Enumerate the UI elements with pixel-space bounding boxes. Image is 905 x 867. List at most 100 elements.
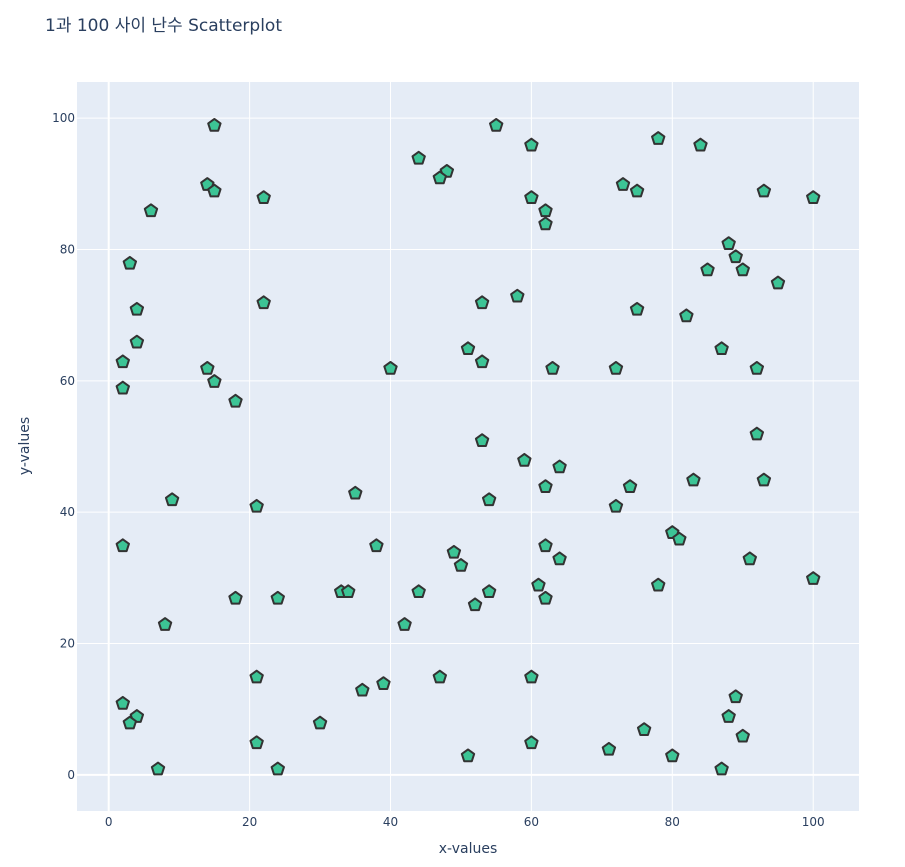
scatter-point [651,577,666,592]
scatter-point [538,479,553,493]
scatter-point [256,295,271,310]
scatter-point [686,472,701,487]
y-gridlines [77,117,859,776]
scatter-point [481,584,497,599]
scatter-point [115,380,130,395]
scatter-point [756,472,772,487]
scatter-point [552,459,567,474]
scatter-point [467,597,483,612]
scatter-point [735,728,750,743]
scatter-point [531,577,546,592]
scatter-point [749,426,765,441]
scatter-point [524,735,539,750]
scatter-point [474,295,490,310]
plot-area [77,82,859,811]
scatter-point [524,669,539,684]
scatter-point [200,360,215,375]
scatter-point [629,183,645,198]
scatter-point [460,748,476,763]
scatter-point [742,551,757,566]
scatter-point [728,249,743,264]
scatter-point [608,498,624,513]
scatter-point [207,374,222,388]
scatter-point [122,255,138,270]
scatter-point [615,177,631,191]
scatter-point [770,275,786,290]
scatter-point [249,735,264,750]
scatter-point [756,183,772,198]
scatter-point [679,308,694,323]
scatter-point [806,190,821,204]
scatter-point [150,761,166,776]
scatter-point [397,617,412,631]
scatter-point [622,479,638,493]
x-tick-label: 60 [524,815,539,829]
x-tick-label: 100 [802,815,825,829]
y-tick-label: 80 [60,242,75,256]
scatter-point [665,748,680,763]
scatter-point [383,360,398,375]
scatter-point [481,492,497,507]
scatter-point [453,558,469,572]
y-tick-label: 20 [60,637,75,651]
scatter-point [693,137,708,152]
scatter-point [608,360,624,375]
scatter-point [369,538,384,553]
scatter-point [474,354,490,369]
y-tick-label: 40 [60,505,75,519]
scatter-point [728,689,743,704]
scatter-point [545,360,560,375]
scatter-point [207,117,222,132]
scatter-point [164,492,180,507]
scatter-point [651,131,666,145]
y-axis-title: y-values [17,417,33,475]
scatter-point [249,498,264,513]
scatter-point [714,761,729,776]
scatter-point [538,203,553,218]
x-tick-label: 40 [383,815,398,829]
scatter-point [341,584,356,599]
scatter-point [411,584,426,599]
scatter-point [312,715,328,730]
y-tick-label: 60 [60,374,75,388]
scatter-point [538,590,553,605]
x-axis-title: x-values [439,841,498,857]
scatter-point [510,288,525,303]
chart-title: 1과 100 사이 난수 Scatterplot [45,16,282,36]
y-tick-labels: 0 20 40 60 80 100 [52,111,75,782]
scatter-point [270,761,285,776]
scatter-point [256,190,271,204]
scatter-point [806,571,821,585]
scatter-point [122,715,138,730]
y-tick-label: 100 [52,111,75,125]
scatter-point [115,538,130,553]
x-tick-labels: 0 20 40 60 80 100 [105,815,825,829]
scatter-point [721,236,736,250]
scatter-point [446,544,462,559]
scatter-point [538,216,553,231]
scatter-point [411,150,426,165]
scatter-point [348,485,363,500]
data-points [115,117,821,776]
scatter-point [228,590,243,605]
scatter-point [432,170,447,185]
scatter-point [270,590,285,605]
scatter-point [629,301,645,316]
scatter-point [489,117,504,132]
scatter-point [129,301,145,316]
scatter-point [207,183,222,198]
x-tick-label: 20 [242,815,257,829]
scatter-point [524,137,539,152]
scatter-point [376,676,391,690]
scatter-point [115,695,130,710]
y-tick-label: 0 [67,768,75,782]
scatter-point [601,741,617,756]
scatter-point [129,334,145,349]
scatter-point [249,669,264,684]
scatter-point [749,360,765,375]
scatter-point [143,203,159,218]
scatter-point [460,341,476,356]
x-tick-label: 0 [105,815,113,829]
scatter-point [538,538,553,553]
